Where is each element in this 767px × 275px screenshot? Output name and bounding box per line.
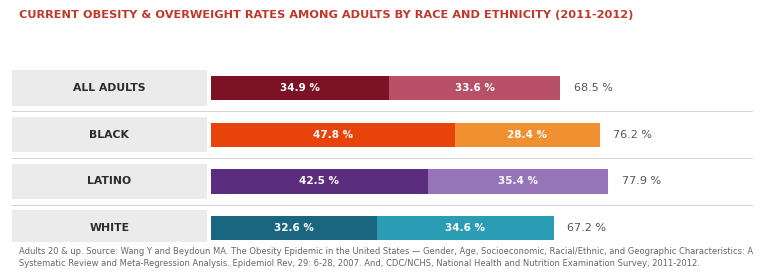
Text: LATINO: LATINO	[87, 176, 131, 186]
Text: WHITE: WHITE	[89, 223, 130, 233]
Text: ALL ADULTS: ALL ADULTS	[73, 83, 146, 93]
Text: 32.6 %: 32.6 %	[274, 223, 314, 233]
Text: 33.6 %: 33.6 %	[455, 83, 495, 93]
Bar	[211, 216, 377, 240]
Bar	[12, 117, 207, 152]
Bar	[211, 76, 389, 100]
Bar	[377, 216, 554, 240]
Text: 35.4 %: 35.4 %	[498, 176, 538, 186]
Text: BLACK: BLACK	[90, 130, 129, 140]
Bar	[12, 210, 207, 246]
Bar	[211, 123, 455, 147]
Text: 34.9 %: 34.9 %	[280, 83, 320, 93]
Bar	[428, 169, 608, 194]
Bar	[12, 70, 207, 106]
Bar	[455, 123, 600, 147]
Text: 42.5 %: 42.5 %	[299, 176, 339, 186]
Text: 77.9 %: 77.9 %	[622, 176, 661, 186]
Text: 76.2 %: 76.2 %	[614, 130, 653, 140]
Text: Adults 20 & up. Source: Wang Y and Beydoun MA. The Obesity Epidemic in the Unite: Adults 20 & up. Source: Wang Y and Beydo…	[19, 248, 753, 268]
Bar	[211, 169, 428, 194]
Bar	[12, 164, 207, 199]
Text: CURRENT OBESITY & OVERWEIGHT RATES AMONG ADULTS BY RACE AND ETHNICITY (2011-2012: CURRENT OBESITY & OVERWEIGHT RATES AMONG…	[19, 10, 634, 20]
Text: 47.8 %: 47.8 %	[313, 130, 353, 140]
Text: 67.2 %: 67.2 %	[568, 223, 607, 233]
Text: 34.6 %: 34.6 %	[446, 223, 486, 233]
Bar	[389, 76, 561, 100]
Text: 28.4 %: 28.4 %	[507, 130, 547, 140]
Text: 68.5 %: 68.5 %	[574, 83, 613, 93]
